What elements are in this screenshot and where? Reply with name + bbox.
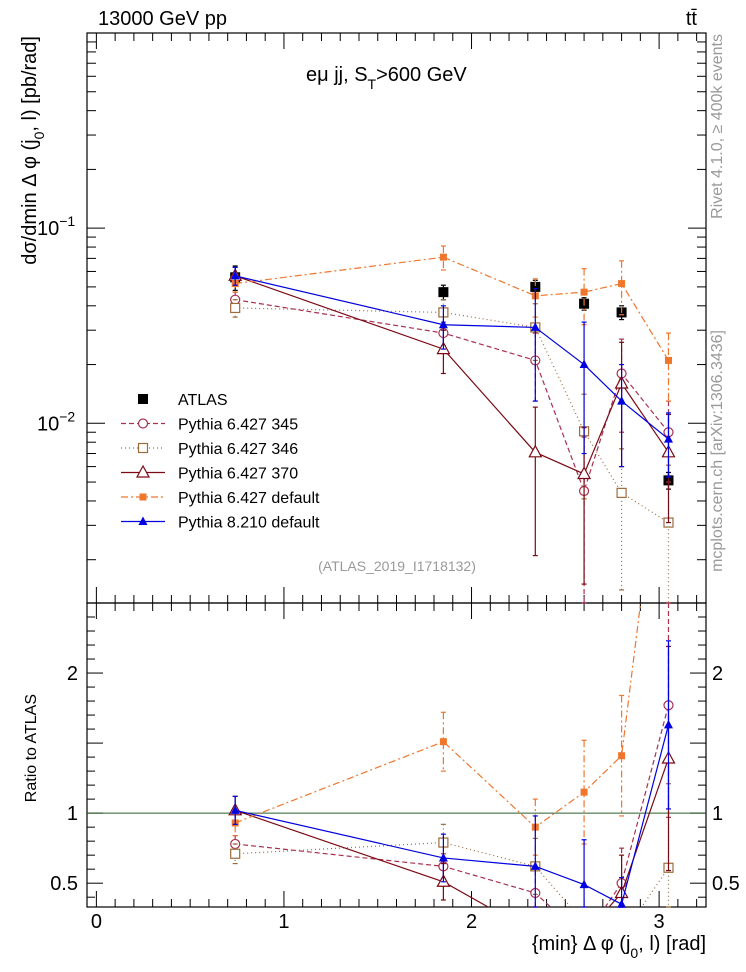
x-axis-label: {min} Δ φ (j0, l) [rad] bbox=[532, 933, 706, 961]
y-tick-label-base: 10 bbox=[37, 218, 59, 240]
legend-item: Pythia 6.427 345 bbox=[121, 417, 298, 434]
data-point bbox=[616, 487, 627, 498]
ratio-tick-label-left: 1 bbox=[67, 803, 78, 825]
y-axis-label: dσ/dmin Δ φ (j0, l) [pb/rad] bbox=[19, 36, 47, 265]
header-right-label: tt̄ bbox=[686, 8, 698, 30]
legend-item: Pythia 6.427 default bbox=[121, 490, 320, 507]
ratio-line bbox=[235, 841, 669, 907]
y-tick-label-exponent: −1 bbox=[59, 213, 75, 229]
ratio-line bbox=[235, 724, 670, 906]
ratio-point bbox=[530, 861, 540, 870]
axis-ticks bbox=[87, 32, 706, 907]
side-label-mcplots: mcplots.cern.ch [arXiv:1306.3436] bbox=[709, 330, 726, 572]
ratio-point bbox=[230, 848, 241, 859]
series-line bbox=[235, 299, 669, 493]
ratio-point bbox=[663, 719, 673, 729]
y-axis-label-sub: 0 bbox=[31, 131, 47, 139]
ratio-y-axis-label: Ratio to ATLAS bbox=[23, 694, 40, 802]
data-point bbox=[528, 444, 543, 458]
legend-marker bbox=[137, 442, 149, 454]
data-point bbox=[230, 302, 241, 314]
legend-label: Pythia 6.427 370 bbox=[178, 466, 298, 483]
ratio-tick-label-left: 2 bbox=[67, 663, 78, 685]
ratio-point bbox=[618, 752, 626, 760]
plot-title-sub: T bbox=[368, 76, 377, 92]
series-5 bbox=[230, 266, 673, 478]
series-4 bbox=[231, 245, 672, 402]
x-tick-label: 3 bbox=[654, 911, 665, 933]
ratio-tick-label-left: 0.5 bbox=[50, 873, 78, 895]
x-axis-label-main: {min} Δ φ (j bbox=[532, 933, 631, 955]
main-data-series bbox=[228, 245, 676, 604]
data-point bbox=[577, 466, 592, 480]
data-point bbox=[438, 319, 448, 329]
data-point bbox=[618, 280, 626, 288]
analysis-watermark: (ATLAS_2019_I1718132) bbox=[318, 558, 476, 574]
legend: ATLAS Pythia 6.427 345 Pythia 6.427 346 Pyt… bbox=[121, 392, 320, 532]
data-point bbox=[530, 322, 540, 331]
series-line bbox=[235, 256, 669, 361]
ratio-series-4 bbox=[230, 640, 673, 908]
ratio-line bbox=[234, 603, 642, 828]
header-left-label: 13000 GeV pp bbox=[98, 8, 227, 30]
x-tick-label: 0 bbox=[91, 911, 102, 933]
data-point bbox=[580, 288, 588, 296]
data-point bbox=[530, 281, 541, 292]
legend-item: ATLAS bbox=[138, 392, 228, 409]
ratio-line bbox=[235, 705, 670, 907]
ratio-tick-label-right: 2 bbox=[712, 663, 723, 685]
plot-title-main: eμ jj, S bbox=[306, 64, 368, 86]
series-line bbox=[234, 275, 669, 475]
ratio-line bbox=[234, 758, 670, 907]
ratio-series-2 bbox=[228, 645, 676, 908]
ratio-point bbox=[438, 852, 448, 862]
data-point bbox=[617, 396, 627, 405]
side-label-rivet: Rivet 4.1.0, ≥ 400k events bbox=[709, 34, 726, 219]
legend-marker bbox=[135, 464, 151, 478]
legend-label: ATLAS bbox=[178, 392, 228, 409]
data-point bbox=[579, 359, 589, 369]
legend-label: Pythia 6.427 default bbox=[178, 490, 320, 507]
legend-marker bbox=[139, 493, 147, 501]
ratio-point bbox=[230, 805, 240, 814]
y-tick-label: 10−1 bbox=[37, 213, 75, 240]
legend-item: Pythia 6.427 370 bbox=[121, 464, 298, 483]
ratio-series-1 bbox=[230, 783, 674, 908]
data-point bbox=[230, 270, 240, 280]
plot-title-tail: >600 GeV bbox=[376, 64, 467, 86]
y-tick-label-base: 10 bbox=[37, 413, 59, 435]
data-point bbox=[664, 356, 672, 364]
x-tick-label: 1 bbox=[278, 911, 289, 933]
data-point bbox=[439, 253, 447, 261]
data-point bbox=[663, 434, 673, 443]
legend-marker bbox=[138, 394, 148, 404]
x-axis-label-sub: 0 bbox=[630, 945, 638, 961]
ratio-point bbox=[439, 738, 447, 746]
y-axis-label-main: dσ/dmin Δ φ (j bbox=[19, 139, 41, 264]
ratio-point bbox=[579, 879, 589, 889]
ratio-data-series bbox=[228, 602, 676, 908]
x-tick-label: 2 bbox=[466, 911, 477, 933]
legend-label: Pythia 6.427 346 bbox=[178, 441, 298, 458]
x-axis-label-tail: , l) [rad] bbox=[638, 933, 706, 955]
ratio-point bbox=[580, 788, 588, 796]
legend-marker bbox=[138, 516, 148, 525]
y-axis-label-tail: , l) [pb/rad] bbox=[19, 36, 41, 132]
series-line bbox=[235, 275, 669, 440]
legend-label: Pythia 6.427 345 bbox=[178, 417, 298, 434]
plot-title: eμ jj, ST>600 GeV bbox=[306, 64, 467, 92]
y-tick-label-exponent: −2 bbox=[59, 408, 75, 424]
ratio-tick-label-right: 1 bbox=[712, 803, 723, 825]
legend-item: Pythia 8.210 default bbox=[121, 515, 320, 532]
legend-label: Pythia 8.210 default bbox=[178, 515, 320, 532]
legend-item: Pythia 6.427 346 bbox=[121, 441, 298, 458]
ratio-point bbox=[617, 899, 627, 908]
y-tick-label: 10−2 bbox=[37, 408, 75, 435]
tick-labels: 0 1 2 310−110−20.5 0.51 12 2 bbox=[37, 213, 740, 933]
ratio-tick-label-right: 0.5 bbox=[712, 873, 740, 895]
legend-marker bbox=[137, 418, 149, 429]
data-point bbox=[438, 287, 449, 298]
